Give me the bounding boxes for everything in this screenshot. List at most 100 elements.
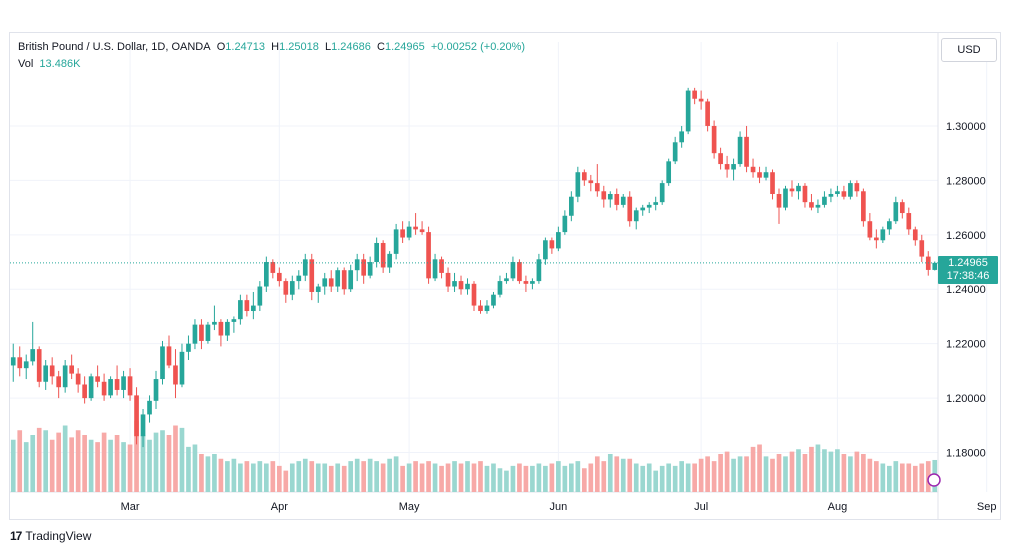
candle-body	[861, 191, 866, 222]
volume-value: 13.486K	[39, 58, 81, 70]
volume-bar	[543, 465, 548, 492]
high-label: H	[271, 41, 280, 53]
volume-bar	[225, 461, 230, 492]
candle-body	[225, 321, 230, 336]
candle-body	[886, 221, 892, 230]
volume-bar	[69, 437, 74, 492]
volume-bar	[601, 461, 607, 492]
candle-body	[556, 232, 561, 249]
y-tick-label: 1.20000	[946, 393, 986, 405]
candle-body	[478, 305, 483, 312]
candle-body	[569, 196, 574, 216]
candle-body	[400, 229, 405, 238]
open-value: 1.24713	[225, 41, 266, 53]
candle-body	[737, 136, 743, 165]
volume-bar	[523, 465, 529, 492]
event-marker-icon	[927, 473, 941, 487]
volume-bar	[750, 446, 756, 492]
volume-bar	[322, 463, 328, 492]
candle-body	[497, 281, 503, 295]
x-tick-label: Sep	[977, 501, 997, 513]
volume-bar	[653, 470, 659, 492]
volume-bar	[17, 430, 23, 492]
candle-body	[510, 262, 516, 279]
candle-body	[588, 180, 594, 184]
close-value: 1.24965	[384, 41, 425, 53]
volume-bar	[880, 463, 886, 492]
candle-body	[367, 262, 373, 276]
volume-bar	[874, 461, 879, 492]
volume-bar	[251, 463, 256, 492]
volume-bar	[244, 461, 250, 492]
volume-bar	[705, 456, 710, 492]
volume-bar	[588, 463, 594, 492]
volume-bar	[530, 465, 535, 492]
candle-body	[841, 191, 847, 197]
volume-bar	[23, 442, 29, 492]
candle-body	[744, 136, 749, 167]
candle-body	[17, 357, 23, 369]
candle-body	[283, 281, 289, 295]
volume-bar	[30, 435, 36, 492]
volume-bar	[36, 427, 42, 492]
volume-bar	[82, 435, 87, 492]
volume-bar	[95, 442, 100, 492]
symbol-title[interactable]: British Pound / U.S. Dollar, 1D, OANDA	[18, 41, 211, 53]
volume-bar	[517, 463, 522, 492]
candle-body	[354, 259, 360, 271]
volume-bar	[698, 458, 704, 492]
volume-bar	[510, 465, 516, 492]
candle-body	[244, 300, 250, 312]
candle-body	[121, 376, 126, 390]
candle-body	[413, 226, 418, 230]
volume-bar	[607, 454, 613, 492]
volume-bar	[328, 465, 334, 492]
candle-body	[698, 98, 704, 102]
candle-body	[523, 281, 529, 284]
candle-body	[238, 300, 243, 320]
high-value: 1.25018	[279, 41, 319, 53]
candle-body	[186, 343, 191, 352]
candle-body	[445, 272, 451, 287]
candle-body	[309, 259, 315, 292]
volume-bar	[419, 463, 425, 492]
volume-label[interactable]: Vol	[18, 58, 34, 70]
volume-bar	[62, 425, 68, 492]
candle-body	[653, 202, 659, 205]
volume-bar	[731, 458, 736, 492]
symbol-legend: British Pound / U.S. Dollar, 1D, OANDA O…	[18, 41, 525, 53]
candle-body	[517, 262, 522, 282]
volume-bar	[789, 451, 795, 492]
volume-bar	[445, 463, 451, 492]
candle-body	[906, 213, 912, 230]
candle-body	[874, 237, 879, 241]
brand-name: TradingView	[25, 529, 92, 543]
volume-bar	[10, 439, 16, 492]
candle-body	[173, 365, 178, 385]
candle-body	[36, 349, 42, 382]
volume-bar	[173, 425, 178, 492]
candle-body	[640, 207, 646, 211]
candle-body	[134, 395, 139, 437]
candle-body	[796, 185, 801, 192]
candle-body	[659, 183, 665, 203]
candle-body	[251, 305, 256, 312]
candle-body	[718, 153, 723, 165]
volume-bar	[192, 444, 198, 492]
volume-bar	[134, 420, 139, 492]
volume-bar	[439, 465, 444, 492]
volume-bar	[893, 461, 899, 492]
volume-bar	[841, 454, 847, 492]
volume-bar	[374, 461, 379, 492]
currency-button[interactable]: USD	[941, 38, 997, 62]
tradingview-brand[interactable]: 17 TradingView	[10, 529, 91, 543]
candle-body	[393, 229, 399, 254]
volume-bar	[504, 470, 509, 492]
candle-body	[899, 202, 905, 214]
volume-bar	[854, 451, 860, 492]
volume-bar	[153, 432, 159, 492]
candle-body	[685, 90, 691, 132]
tradingview-logo-icon: 17	[10, 529, 22, 543]
y-tick-label: 1.28000	[946, 175, 986, 187]
